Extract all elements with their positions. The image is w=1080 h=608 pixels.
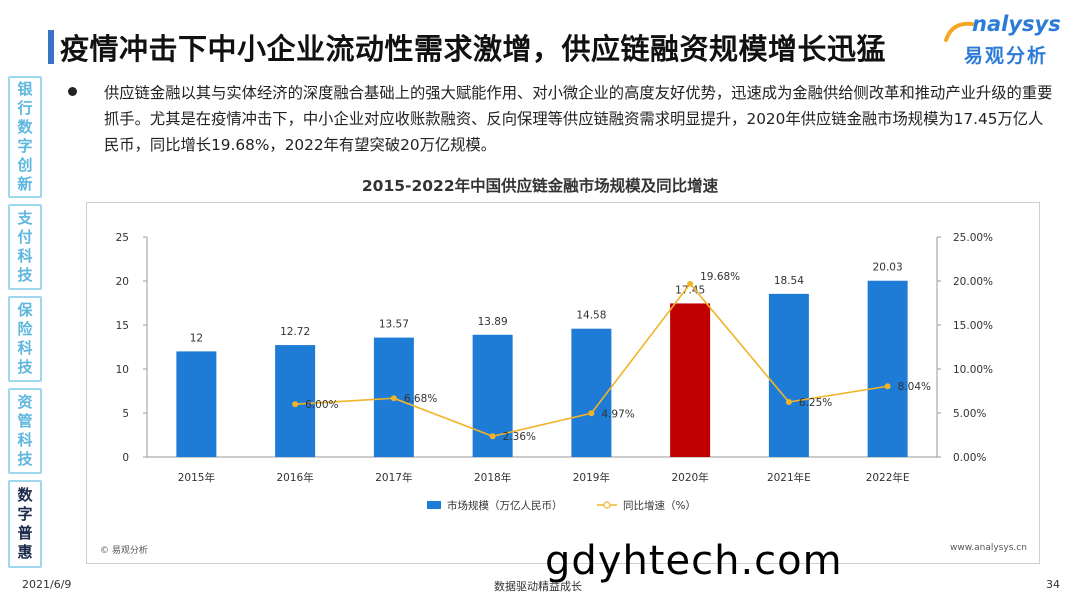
sidebar-item-bank-digital-innovation[interactable]: 银 行 数 字 创 新 — [8, 76, 42, 198]
x-tick-label: 2022年E — [866, 471, 910, 484]
bar — [670, 303, 711, 457]
bar-value-label: 12.72 — [280, 326, 310, 338]
x-tick-label: 2016年 — [277, 471, 314, 484]
bar-value-label: 14.58 — [576, 310, 606, 322]
page-number: 34 — [1046, 578, 1060, 591]
y-right-tick-label: 15.00% — [953, 320, 993, 332]
growth-point — [588, 410, 595, 417]
bar-value-label: 12 — [190, 332, 203, 344]
bar — [275, 345, 316, 457]
bar-value-label: 13.57 — [379, 319, 409, 331]
analysys-logo: nalysys 易观分析 — [942, 12, 1062, 74]
growth-value-label: 19.68% — [700, 271, 740, 283]
growth-value-label: 6.00% — [305, 399, 338, 411]
legend-bar-label: 市场规模（万亿人民币） — [447, 499, 563, 512]
x-tick-label: 2015年 — [178, 471, 215, 484]
x-tick-label: 2017年 — [375, 471, 412, 484]
chart-svg: 0 5 10 15 20 25 0.00% 5.00% 10.00% 15.00% 20.00% 25… — [116, 232, 993, 512]
y-right-tick-label: 10.00% — [953, 364, 993, 376]
summary-paragraph: 供应链金融以其与实体经济的深度融合基础上的强大赋能作用、对小微企业的高度友好优势… — [104, 84, 1053, 154]
sidebar-item-payment-tech[interactable]: 支 付 科 技 — [8, 204, 42, 290]
growth-point — [489, 433, 496, 440]
growth-point — [390, 395, 397, 402]
y-right-tick-label: 5.00% — [953, 408, 986, 420]
y-left-tick-label: 5 — [122, 408, 129, 420]
x-tick-label: 2021年E — [767, 471, 811, 484]
logo-english: nalysys — [972, 12, 1061, 36]
footer-date: 2021/6/9 — [22, 578, 72, 591]
bar — [571, 328, 612, 457]
bar-value-label: 13.89 — [478, 316, 508, 328]
growth-value-label: 6.68% — [404, 393, 437, 405]
bar-value-label: 18.54 — [774, 275, 804, 287]
legend-bar-swatch — [427, 501, 441, 509]
y-right-tick-label: 20.00% — [953, 276, 993, 288]
growth-value-label: 4.97% — [601, 408, 634, 420]
watermark-text: gdyhtech.com — [545, 538, 843, 584]
y-left-tick-label: 20 — [116, 276, 129, 288]
bar — [867, 280, 908, 457]
growth-value-label: 6.25% — [799, 397, 832, 409]
copyright-note: © 易观分析 — [100, 546, 148, 556]
website-url: www.analysys.cn — [950, 543, 1027, 553]
bar — [768, 293, 809, 457]
bullet-dot — [68, 87, 77, 96]
legend-line-label: 同比增速（%） — [623, 499, 696, 512]
y-left-tick-label: 15 — [116, 320, 129, 332]
title-accent-bar — [48, 30, 54, 64]
y-left-tick-label: 25 — [116, 232, 129, 244]
logo-chinese: 易观分析 — [964, 45, 1049, 67]
chart-title: 2015-2022年中国供应链金融市场规模及同比增速 — [361, 177, 719, 195]
growth-point — [687, 280, 694, 287]
bar — [176, 351, 217, 457]
legend-line-marker — [603, 501, 611, 509]
x-tick-label: 2020年 — [672, 471, 709, 484]
growth-point — [292, 401, 299, 408]
chart-frame: 0 5 10 15 20 25 0.00% 5.00% 10.00% 15.00% 20.00% 25… — [86, 202, 1040, 564]
growth-value-label: 2.36% — [503, 431, 536, 443]
y-left-tick-label: 0 — [122, 452, 129, 464]
y-right-tick-label: 0.00% — [953, 452, 986, 464]
growth-point — [785, 399, 792, 405]
logo-swoosh-icon — [944, 21, 974, 42]
page-title: 疫情冲击下中小企业流动性需求激增，供应链融资规模增长迅猛 — [60, 32, 887, 66]
y-right-tick-label: 25.00% — [953, 232, 993, 244]
sidebar-item-asset-management-tech[interactable]: 资 管 科 技 — [8, 388, 42, 474]
sidebar-item-digital-inclusion[interactable]: 数 字 普 惠 — [8, 480, 42, 568]
bar-value-label: 20.03 — [873, 262, 903, 274]
growth-point — [884, 383, 891, 390]
x-tick-label: 2018年 — [474, 471, 511, 484]
sidebar-item-insurance-tech[interactable]: 保 险 科 技 — [8, 296, 42, 382]
footer-slogan: 数据驱动精益成长 — [494, 580, 582, 593]
growth-value-label: 8.04% — [898, 381, 931, 393]
x-tick-label: 2019年 — [573, 471, 610, 484]
y-left-tick-label: 10 — [116, 364, 129, 376]
